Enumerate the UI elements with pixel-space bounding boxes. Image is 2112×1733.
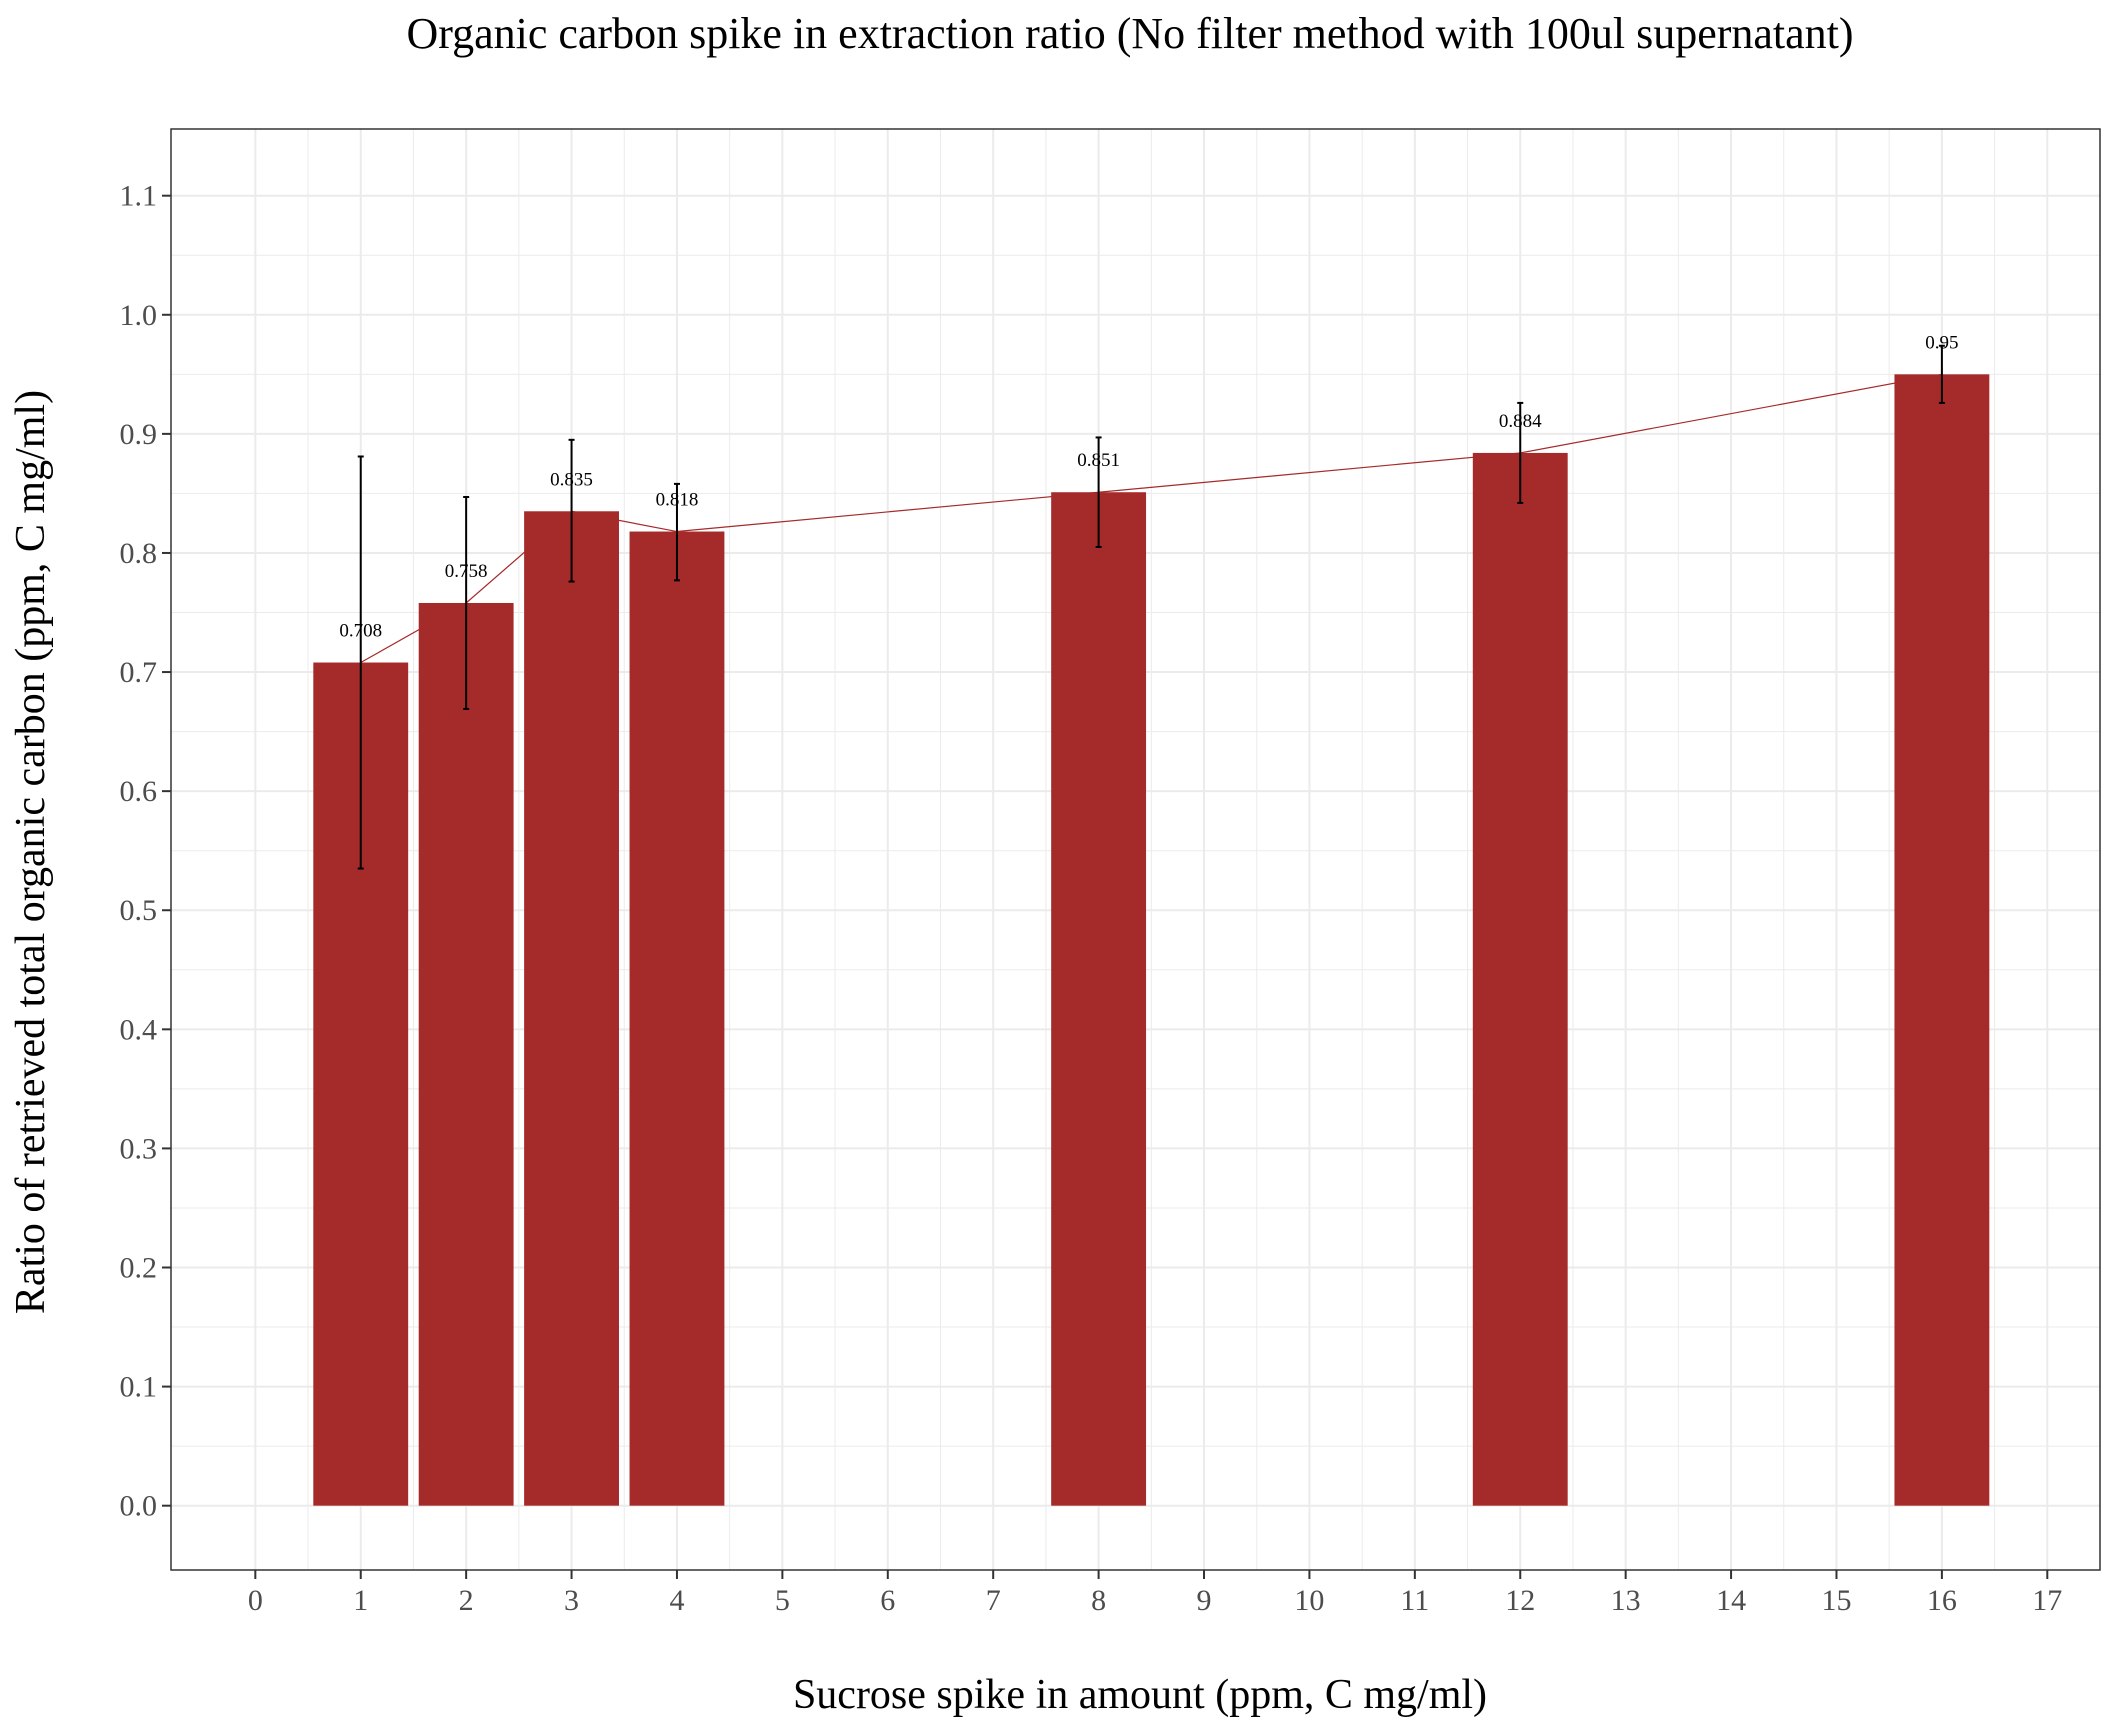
x-axis-title: Sucrose spike in amount (ppm, C mg/ml) [793, 1672, 1487, 1718]
x-tick-label: 14 [1716, 1584, 1746, 1617]
axes: 0 1 2 3 4 5 6 7 8 9 10 11 12 13 14 15 16 170.00.10.20.30.… [120, 180, 2063, 1617]
y-tick-label: 0.9 [120, 418, 158, 451]
x-tick-label: 15 [1821, 1584, 1851, 1617]
y-tick-label: 0.7 [120, 656, 158, 689]
bar [524, 511, 619, 1506]
x-tick-label: 12 [1505, 1584, 1535, 1617]
x-tick-label: 6 [880, 1584, 895, 1617]
x-tick-label: 10 [1294, 1584, 1324, 1617]
error-bars [357, 344, 1945, 870]
x-tick-label: 1 [353, 1584, 368, 1617]
x-tick-label: 11 [1400, 1584, 1429, 1617]
data-label: 0.758 [445, 561, 488, 582]
x-tick-label: 7 [986, 1584, 1001, 1617]
y-tick-label: 0.5 [120, 894, 158, 927]
y-tick-label: 1.0 [120, 299, 158, 332]
y-axis-title: Ratio of retrieved total organic carbon … [8, 390, 54, 1314]
plot-panel-border [170, 128, 2101, 1571]
bars [313, 374, 1990, 1506]
x-tick-label: 5 [775, 1584, 790, 1617]
y-tick-label: 0.6 [120, 775, 158, 808]
y-tick-label: 0.0 [120, 1490, 158, 1523]
data-label: 0.835 [550, 469, 593, 490]
x-tick-label: 17 [2032, 1584, 2062, 1617]
y-tick-label: 0.2 [120, 1252, 158, 1285]
x-tick-label: 9 [1197, 1584, 1212, 1617]
data-label: 0.708 [339, 621, 382, 642]
chart-title: Organic carbon spike in extraction ratio… [406, 9, 1853, 58]
x-tick-label: 16 [1927, 1584, 1957, 1617]
y-tick-label: 0.8 [120, 537, 158, 570]
bar [1472, 452, 1568, 1506]
data-label: 0.95 [1925, 332, 1958, 353]
x-tick-label: 8 [1091, 1584, 1106, 1617]
data-label: 0.818 [656, 490, 699, 511]
y-tick-label: 0.3 [120, 1132, 158, 1165]
data-labels: 0.708 0.758 0.835 0.818 0.851 0.884 0.95 [339, 332, 1958, 641]
bar [1051, 492, 1147, 1506]
data-label: 0.851 [1077, 450, 1120, 471]
x-tick-label: 2 [459, 1584, 474, 1617]
y-tick-label: 1.1 [120, 180, 158, 213]
x-tick-label: 13 [1611, 1584, 1641, 1617]
y-tick-label: 0.1 [120, 1371, 158, 1404]
x-tick-label: 4 [669, 1584, 684, 1617]
y-tick-label: 0.4 [120, 1013, 158, 1046]
bar [418, 602, 514, 1506]
bar [1894, 374, 1990, 1506]
data-label: 0.884 [1499, 411, 1542, 432]
bar [629, 531, 725, 1506]
x-tick-label: 0 [248, 1584, 263, 1617]
x-tick-label: 3 [564, 1584, 579, 1617]
